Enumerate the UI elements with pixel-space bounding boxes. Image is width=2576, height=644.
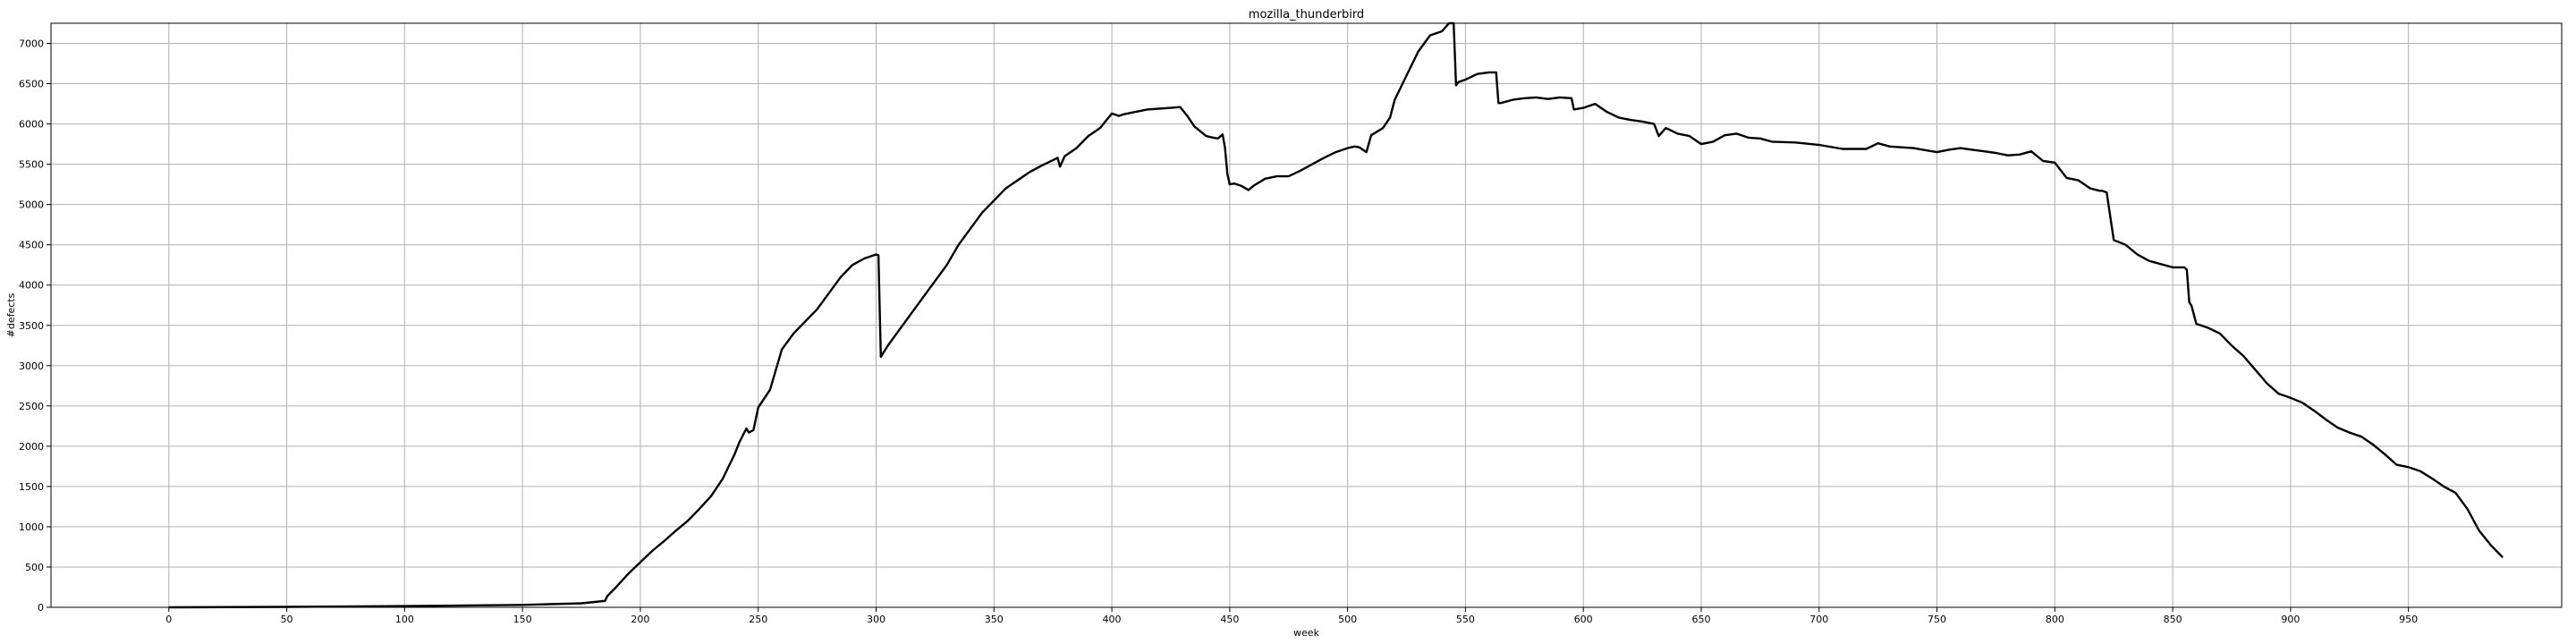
x-tick-label: 300	[867, 614, 886, 625]
y-tick-label: 500	[25, 562, 44, 573]
y-tick-label: 2000	[19, 441, 44, 453]
x-tick-label: 350	[985, 614, 1004, 625]
y-tick-label: 1000	[19, 521, 44, 533]
chart-title: mozilla_thunderbird	[1249, 8, 1364, 21]
x-tick-label: 600	[1574, 614, 1593, 625]
x-tick-label: 950	[2399, 614, 2418, 625]
plot-frame	[50, 22, 2563, 608]
x-tick-label: 800	[2046, 614, 2064, 625]
x-tick-label: 850	[2164, 614, 2182, 625]
y-tick-label: 6000	[19, 119, 44, 131]
y-tick-label: 0	[38, 602, 44, 614]
series-line-0	[168, 21, 2504, 609]
y-tick-label: 3000	[19, 360, 44, 372]
grid-lines	[51, 23, 2562, 608]
y-axis-title: #defects	[5, 292, 17, 337]
axis-ticks: 0 50 100 150 200 250 300 350 400 450 500 550 600 650 7…	[19, 38, 2418, 625]
x-tick-label: 450	[1220, 614, 1239, 625]
y-tick-label: 2500	[19, 401, 44, 412]
y-tick-label: 3500	[19, 320, 44, 332]
x-tick-label: 500	[1338, 614, 1357, 625]
x-tick-label: 900	[2281, 614, 2300, 625]
x-tick-label: 700	[1809, 614, 1828, 625]
y-tick-label: 6500	[19, 79, 44, 90]
x-tick-label: 650	[1691, 614, 1710, 625]
y-tick-label: 1500	[19, 481, 44, 493]
data-series	[168, 21, 2504, 609]
x-tick-label: 0	[165, 614, 172, 625]
y-tick-label: 5000	[19, 199, 44, 211]
x-tick-label: 150	[513, 614, 532, 625]
x-tick-label: 200	[631, 614, 649, 625]
x-tick-label: 750	[1928, 614, 1946, 625]
y-tick-label: 5500	[19, 159, 44, 171]
x-tick-label: 400	[1103, 614, 1122, 625]
y-tick-label: 4500	[19, 240, 44, 251]
x-tick-label: 50	[281, 614, 293, 625]
x-tick-label: 250	[749, 614, 767, 625]
y-tick-label: 4000	[19, 280, 44, 292]
y-tick-label: 7000	[19, 38, 44, 50]
x-axis-title: week	[1293, 627, 1320, 639]
x-tick-label: 550	[1456, 614, 1475, 625]
x-tick-label: 100	[395, 614, 414, 625]
